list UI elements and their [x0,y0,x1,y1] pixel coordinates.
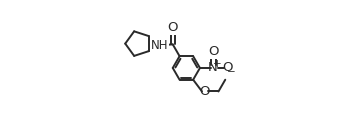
Text: O: O [208,45,219,58]
Text: NH: NH [150,39,168,52]
Text: O: O [222,61,232,74]
Text: N: N [208,61,218,74]
Text: +: + [213,59,222,69]
Text: −: − [227,67,236,77]
Text: O: O [167,21,178,34]
Text: O: O [200,85,210,98]
